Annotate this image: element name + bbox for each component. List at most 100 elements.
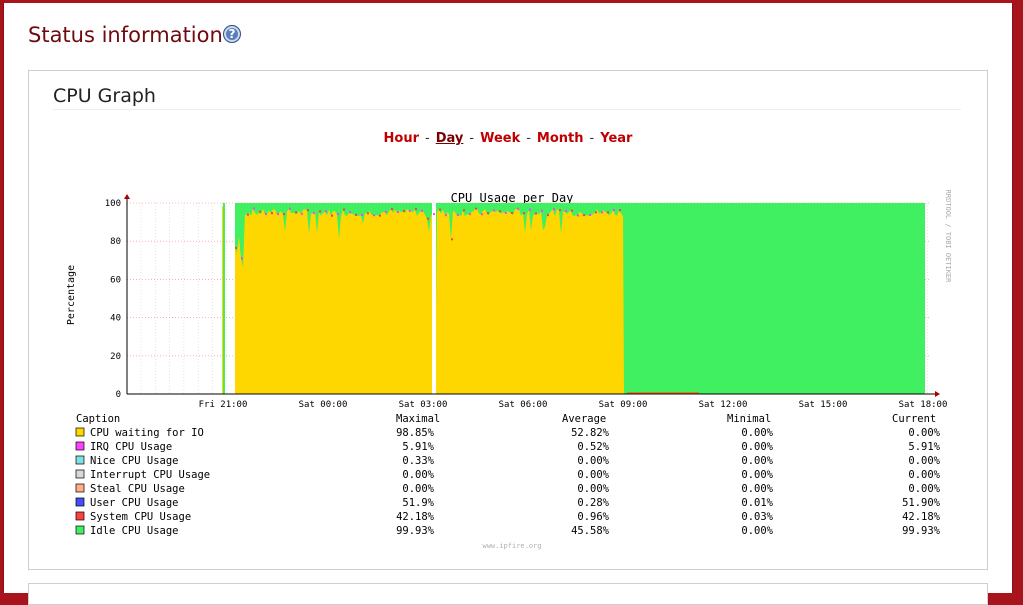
legend-value-avg: 0.00% [577, 455, 609, 467]
legend-value-max: 42.18% [396, 511, 435, 523]
x-tick-label: Sat 03:00 [399, 400, 448, 410]
area-irq-system [397, 211, 399, 214]
area-irq-system [499, 210, 501, 213]
area-irq-system [583, 214, 585, 217]
legend-header-min: Minimal [727, 413, 771, 425]
area-irq-system [529, 208, 531, 211]
area-irq-system [577, 214, 579, 217]
area-irq-system [235, 246, 237, 249]
area-irq-system [475, 207, 477, 210]
page-title: Status information [28, 23, 223, 47]
period-separator: - [425, 131, 430, 146]
area-irq-system [391, 207, 393, 210]
x-tick-label: Sat 09:00 [599, 400, 648, 410]
area-idle [223, 203, 225, 394]
area-irq-system [553, 208, 555, 211]
data-gap [432, 203, 436, 394]
legend-value-max: 51.9% [402, 497, 434, 509]
area-irq-system [241, 257, 243, 260]
chart-legend: Caption Maximal Average Minimal Current CPU w… [75, 413, 941, 537]
cpu-graph-panel: CPU Graph Hour - Day - Week - Month - Year CPU U… [28, 70, 988, 570]
area-irq-system [271, 212, 273, 215]
legend-swatch [75, 455, 85, 465]
legend-value-cur: 0.00% [908, 455, 940, 467]
area-irq-system [481, 213, 483, 216]
legend-value-max: 5.91% [402, 441, 434, 453]
area-irq-system [523, 212, 525, 215]
period-week-link[interactable]: Week [480, 131, 521, 146]
area-irq-system [409, 209, 411, 212]
area-io-wait-spike [222, 206, 223, 394]
area-irq-system [349, 211, 351, 214]
x-tick-label: Sat 00:00 [299, 400, 348, 410]
y-axis-arrow-icon [124, 194, 130, 199]
area-irq-system [277, 213, 279, 216]
area-irq-system [613, 208, 615, 211]
period-separator: - [589, 131, 595, 146]
period-separator: - [526, 131, 531, 146]
area-irq-system [565, 210, 567, 213]
area-irq-system [541, 209, 543, 212]
area-irq-system [373, 214, 375, 217]
chart-axes [124, 194, 940, 397]
legend-series-name: CPU waiting for IO [90, 427, 204, 439]
panel-title: CPU Graph [53, 85, 156, 107]
legend-series-name: User CPU Usage [90, 497, 179, 509]
legend-series-name: Idle CPU Usage [90, 525, 179, 537]
area-irq-system [607, 211, 609, 214]
chart-title: CPU Usage per Day [451, 191, 574, 205]
legend-series-name: Interrupt CPU Usage [90, 469, 210, 481]
legend-value-cur: 0.00% [908, 483, 940, 495]
area-irq-system [415, 208, 417, 211]
area-irq-system [319, 210, 321, 213]
legend-value-avg: 45.58% [571, 525, 610, 537]
legend-value-min: 0.00% [741, 483, 773, 495]
period-day-link[interactable]: Day [435, 131, 464, 146]
legend-header-caption: Caption [76, 413, 120, 425]
legend-series-name: IRQ CPU Usage [90, 441, 172, 453]
legend-series-name: Steal CPU Usage [90, 483, 185, 495]
legend-value-cur: 99.93% [902, 525, 941, 537]
legend-swatch [75, 497, 85, 507]
help-icon[interactable]: ? [223, 25, 241, 43]
period-month-link[interactable]: Month [536, 131, 584, 146]
legend-value-max: 0.00% [402, 483, 434, 495]
period-hour-link[interactable]: Hour [383, 131, 420, 146]
area-irq-system [325, 210, 327, 213]
area-irq-system [433, 213, 435, 216]
area-irq-system [421, 209, 423, 212]
legend-header-cur: Current [892, 413, 936, 425]
area-irq-system [379, 214, 381, 217]
y-tick-label: 40 [110, 314, 121, 324]
area-irq-system [517, 207, 519, 210]
area-irq-system [589, 214, 591, 217]
area-irq-system [355, 213, 357, 216]
period-year-link[interactable]: Year [600, 131, 633, 146]
legend-value-min: 0.00% [741, 469, 773, 481]
area-irq-system [571, 209, 573, 212]
legend-series-name: System CPU Usage [90, 511, 191, 523]
area-irq-system [439, 208, 441, 211]
area-irq-system [313, 211, 315, 214]
next-panel [28, 583, 988, 605]
area-irq-system [343, 208, 345, 211]
x-tick-label: Sat 06:00 [499, 400, 548, 410]
area-irq-system [253, 207, 255, 210]
area-irq-system [259, 210, 261, 213]
area-io-wait [235, 208, 624, 394]
x-tick-label: Sat 15:00 [799, 400, 848, 410]
area-irq-system [505, 211, 507, 214]
area-irq-system [493, 209, 495, 212]
area-irq-system [427, 217, 429, 220]
period-selector: Hour - Day - Week - Month - Year [29, 131, 987, 146]
panel-divider [53, 109, 961, 110]
area-irq-system [547, 214, 549, 217]
area-irq-system [559, 209, 561, 212]
legend-value-avg: 0.96% [577, 511, 609, 523]
area-irq-system [457, 214, 459, 217]
area-irq-system [445, 214, 447, 217]
legend-value-min: 0.01% [741, 497, 773, 509]
legend-value-max: 0.00% [402, 469, 434, 481]
area-irq-system [601, 211, 603, 214]
area-irq-system [265, 213, 267, 216]
